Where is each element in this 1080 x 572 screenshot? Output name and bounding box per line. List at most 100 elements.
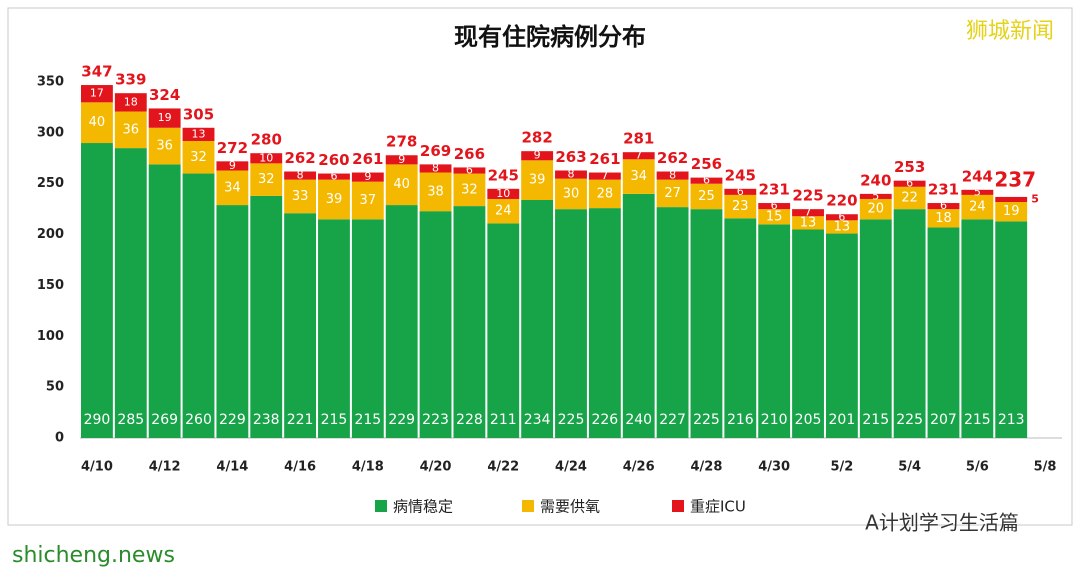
data-label: 215 [964,412,991,428]
data-label: 8 [568,168,575,181]
bar-segment [351,172,384,182]
data-label: 25 [698,189,715,204]
data-label: 13 [834,219,851,234]
bar-segment [453,206,486,438]
data-label: 17 [90,87,104,100]
bar-segment [182,173,215,439]
bar-segment [419,211,452,438]
bar-segment [81,102,113,144]
bar-segment [521,199,554,438]
data-label: 5 [872,189,879,202]
bar-segment [521,151,554,161]
bar-segment [825,220,858,234]
data-label: 40 [89,115,106,130]
data-label: 7 [635,149,642,162]
bar-segment [250,195,283,438]
bar-segment [351,219,384,438]
data-label: 32 [461,182,478,197]
bar-segment [588,179,621,209]
total-label: 261 [352,150,383,168]
bar-segment [758,203,791,210]
legend-label: 病情稳定 [393,498,453,516]
data-label: 6 [940,199,947,212]
watermark: 狮城新闻 [966,19,1054,44]
watermark: A计划学习生活篇 [865,511,1019,535]
data-label: 24 [969,200,986,215]
bar-segment [318,219,350,438]
data-label: 18 [935,211,952,226]
total-label: 339 [115,71,146,89]
x-tick-label: 5/6 [966,460,989,475]
data-label: 260 [185,412,212,428]
data-label: 213 [998,412,1025,428]
data-label: 30 [563,186,580,201]
total-label: 237 [994,167,1036,191]
data-label: 24 [495,204,512,219]
bar-segment [419,164,452,173]
data-label: 211 [490,412,517,428]
bar-segment [995,202,1028,222]
data-label: 215 [321,412,348,428]
bar-segment [758,209,791,225]
bar-segment [588,208,621,438]
data-label: 33 [292,189,309,204]
bar-segment [961,219,994,438]
bar-segment [961,189,994,195]
bar-segment [622,159,655,194]
total-label: 244 [962,167,993,185]
bar-segment [859,219,892,438]
data-label: 210 [761,412,788,428]
bar-segment [792,216,824,230]
data-label: 226 [591,412,618,428]
data-label: 10 [496,187,510,200]
x-tick-label: 4/18 [352,460,384,475]
data-label: 285 [117,412,144,428]
bar-segment [148,127,181,165]
bar-segment [487,223,520,438]
total-label: 262 [284,149,315,167]
x-tick-label: 4/22 [487,460,519,475]
data-label: 229 [388,412,415,428]
data-label: 6 [906,177,913,190]
y-tick-label: 250 [37,176,64,191]
chart-title: 现有住院病例分布 [454,23,646,51]
total-label: 261 [589,150,620,168]
bar-segment [487,188,520,199]
data-label: 7 [601,169,608,182]
bar-segment [419,172,452,212]
data-label: 23 [732,199,749,214]
bar-segment [182,127,215,141]
data-label: 39 [326,192,343,207]
data-label: 9 [229,159,236,172]
bar-segment [250,163,283,196]
bar-segment [893,209,926,438]
total-label: 245 [488,166,519,184]
data-label: 36 [156,139,173,154]
data-label: 10 [259,151,273,164]
total-label: 231 [759,181,790,199]
bar-segment [284,171,317,180]
x-tick-label: 5/4 [898,460,921,475]
data-label: 6 [771,199,778,212]
data-label: 6 [838,210,845,223]
y-tick-label: 200 [37,227,64,242]
bar-segment [114,111,147,149]
x-tick-label: 4/24 [555,460,587,475]
total-label: 266 [454,145,485,163]
data-label: 290 [84,412,111,428]
total-label: 263 [555,148,586,166]
bar-segment [284,179,317,214]
data-label: 36 [123,122,140,137]
legend-label: 重症ICU [690,498,746,516]
data-label: 225 [693,412,720,428]
bar-segment [927,227,960,438]
total-label: 281 [623,130,654,148]
y-tick-label: 100 [37,329,64,344]
bar-segment [114,148,147,438]
x-tick-label: 4/12 [149,460,181,475]
data-label: 5 [1031,192,1039,205]
data-label: 223 [422,412,449,428]
total-label: 256 [691,155,722,173]
data-label: 225 [896,412,923,428]
